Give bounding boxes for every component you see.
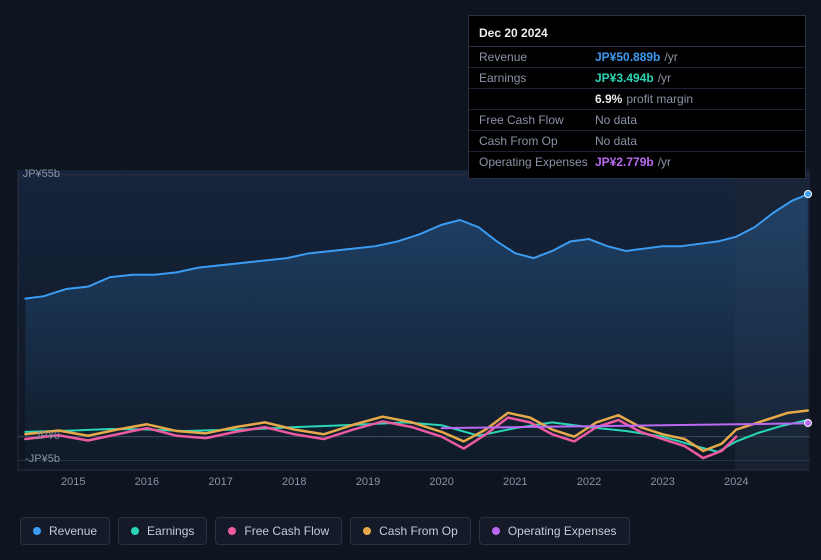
tooltip-row-value: JP¥50.889b/yr bbox=[595, 50, 795, 64]
legend-dot-icon bbox=[228, 527, 236, 535]
tooltip-row-label: Operating Expenses bbox=[479, 155, 595, 169]
tooltip-row-value: 6.9%profit margin bbox=[595, 92, 795, 106]
legend-item[interactable]: Free Cash Flow bbox=[215, 517, 342, 545]
tooltip-row-value: JP¥2.779b/yr bbox=[595, 155, 795, 169]
tooltip-row: Cash From OpNo data bbox=[469, 131, 805, 152]
x-axis-label: 2024 bbox=[724, 476, 748, 488]
legend-label: Operating Expenses bbox=[508, 524, 617, 538]
legend-dot-icon bbox=[131, 527, 139, 535]
legend-dot-icon bbox=[492, 527, 500, 535]
y-axis-label: JP¥55b bbox=[4, 168, 60, 180]
legend-item[interactable]: Operating Expenses bbox=[479, 517, 630, 545]
tooltip-row-value: No data bbox=[595, 134, 795, 148]
x-axis-label: 2023 bbox=[650, 476, 674, 488]
legend-label: Revenue bbox=[49, 524, 97, 538]
tooltip-row-value: No data bbox=[595, 113, 795, 127]
series-marker bbox=[804, 419, 812, 427]
legend-label: Earnings bbox=[147, 524, 194, 538]
tooltip-row: RevenueJP¥50.889b/yr bbox=[469, 47, 805, 68]
legend-label: Free Cash Flow bbox=[244, 524, 329, 538]
financial-chart[interactable]: JP¥55b JP¥0 -JP¥5b2015 2016 2017 2018 2019 2020… bbox=[0, 150, 821, 500]
tooltip-row-value: JP¥3.494b/yr bbox=[595, 71, 795, 85]
x-axis-label: 2022 bbox=[577, 476, 601, 488]
y-axis-label: -JP¥5b bbox=[4, 453, 60, 465]
legend-dot-icon bbox=[33, 527, 41, 535]
tooltip-row: EarningsJP¥3.494b/yr bbox=[469, 68, 805, 89]
legend-item[interactable]: Cash From Op bbox=[350, 517, 471, 545]
tooltip-row: Free Cash FlowNo data bbox=[469, 110, 805, 131]
series-marker bbox=[804, 190, 812, 198]
x-axis-label: 2015 bbox=[61, 476, 85, 488]
x-axis-label: 2016 bbox=[135, 476, 159, 488]
legend: Revenue Earnings Free Cash Flow Cash From O… bbox=[20, 517, 630, 545]
tooltip-date: Dec 20 2024 bbox=[469, 22, 805, 47]
tooltip-row-label: Earnings bbox=[479, 71, 595, 85]
tooltip-panel: Dec 20 2024 RevenueJP¥50.889b/yrEarnings… bbox=[468, 15, 806, 179]
legend-item[interactable]: Revenue bbox=[20, 517, 110, 545]
tooltip-row: Operating ExpensesJP¥2.779b/yr bbox=[469, 152, 805, 172]
x-axis-label: 2021 bbox=[503, 476, 527, 488]
tooltip-row: 6.9%profit margin bbox=[469, 89, 805, 110]
legend-dot-icon bbox=[363, 527, 371, 535]
tooltip-row-label: Free Cash Flow bbox=[479, 113, 595, 127]
x-axis-label: 2019 bbox=[356, 476, 380, 488]
tooltip-row-label bbox=[479, 92, 595, 106]
tooltip-row-label: Cash From Op bbox=[479, 134, 595, 148]
y-axis-label: JP¥0 bbox=[4, 430, 60, 442]
legend-item[interactable]: Earnings bbox=[118, 517, 207, 545]
x-axis-label: 2020 bbox=[429, 476, 453, 488]
x-axis-label: 2017 bbox=[208, 476, 232, 488]
legend-label: Cash From Op bbox=[379, 524, 458, 538]
tooltip-row-label: Revenue bbox=[479, 50, 595, 64]
x-axis-label: 2018 bbox=[282, 476, 306, 488]
